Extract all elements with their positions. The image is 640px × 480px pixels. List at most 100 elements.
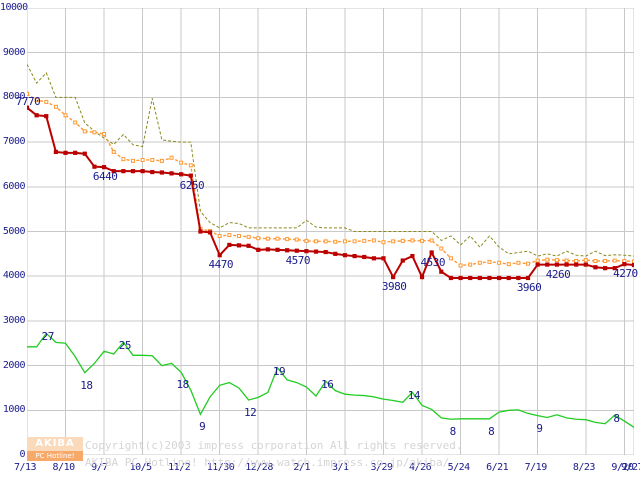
annotation-stores-8-44: 8 [449, 425, 457, 439]
marker-lowest-price [111, 169, 116, 174]
y-tick-1000: 1000 [2, 404, 26, 416]
marker-average-price [44, 99, 49, 104]
annotation-price-4530-42: 4530 [420, 255, 445, 269]
x-tick-8-10: 8/10 [52, 462, 76, 473]
annotation-stores-9-18: 9 [199, 420, 206, 434]
marker-average-price [468, 262, 473, 267]
marker-lowest-price [150, 169, 155, 175]
marker-average-price [323, 239, 328, 244]
marker-average-price [294, 237, 299, 242]
marker-lowest-price [246, 243, 251, 248]
marker-average-price [265, 236, 270, 241]
annotation-stores-14-40: 14 [407, 389, 421, 403]
marker-lowest-price [27, 105, 30, 110]
marker-average-price [612, 258, 617, 263]
marker-lowest-price [468, 275, 473, 281]
series-lowest-price [27, 106, 634, 280]
marker-average-price [121, 157, 126, 162]
marker-average-price [420, 238, 425, 243]
marker-average-price [227, 233, 232, 238]
marker-lowest-price [92, 164, 97, 169]
annotation-stores-16-31: 16 [321, 378, 334, 392]
marker-average-price [179, 160, 184, 165]
marker-average-price [352, 239, 357, 244]
y-tick-4000: 4000 [2, 270, 26, 282]
grid-lines [27, 8, 634, 455]
annotation-stores-27-2: 27 [41, 330, 55, 344]
marker-average-price [27, 91, 29, 96]
marker-average-price [102, 132, 107, 137]
annotation-price-6250-17: 6250 [179, 178, 205, 192]
marker-lowest-price [304, 249, 309, 254]
marker-lowest-price [371, 256, 376, 261]
marker-lowest-price [631, 262, 634, 268]
marker-lowest-price [593, 265, 598, 270]
annotation-price-3960-52: 3960 [516, 280, 542, 294]
marker-average-price [169, 155, 174, 160]
marker-average-price [593, 259, 598, 264]
marker-lowest-price [44, 114, 49, 119]
marker-lowest-price [525, 275, 531, 281]
marker-lowest-price [159, 170, 164, 175]
marker-average-price [111, 149, 116, 154]
marker-average-price [285, 237, 290, 242]
marker-average-price [477, 260, 482, 265]
marker-average-price [554, 258, 559, 263]
marker-average-price [400, 238, 405, 243]
x-tick-5-24: 5/24 [447, 462, 471, 473]
marker-average-price [487, 259, 492, 264]
annotation-stores-19-26: 19 [272, 364, 286, 378]
x-tick-2-1: 2/1 [293, 462, 310, 473]
marker-lowest-price [198, 229, 203, 234]
marker-lowest-price [448, 275, 454, 281]
marker-average-price [458, 263, 463, 268]
annotation-price-4570-28: 4570 [285, 253, 311, 267]
marker-average-price [439, 246, 444, 251]
marker-lowest-price [323, 249, 328, 255]
marker-lowest-price [121, 169, 126, 174]
marker-average-price [130, 158, 135, 163]
x-tick-3-29: 3/29 [370, 462, 393, 473]
marker-average-price [53, 104, 58, 109]
marker-lowest-price [333, 251, 338, 256]
x-tick-7-13: 7/13 [14, 462, 37, 473]
marker-average-price [275, 236, 280, 241]
marker-lowest-price [275, 247, 280, 252]
marker-lowest-price [217, 253, 222, 258]
x-tick-7-19: 7/19 [524, 462, 548, 473]
annotation-stores-9-53: 9 [536, 421, 543, 435]
annotation-stores-8-48: 8 [488, 424, 495, 438]
marker-lowest-price [497, 275, 502, 281]
y-tick-9000: 9000 [2, 46, 26, 58]
y-tick-8000: 8000 [2, 91, 26, 103]
marker-average-price [448, 256, 453, 261]
annotation-stores-18-6: 18 [80, 378, 93, 392]
marker-average-price [526, 261, 531, 266]
marker-average-price [391, 239, 396, 244]
marker-lowest-price [313, 249, 319, 254]
marker-lowest-price [602, 266, 608, 271]
marker-average-price [63, 113, 68, 118]
x-tick-11-2: 11/2 [168, 462, 191, 473]
y-tick-0: 0 [19, 449, 25, 460]
marker-lowest-price [63, 150, 68, 155]
marker-average-price [73, 120, 78, 125]
x-tick-9-20: 9/20 [611, 462, 634, 473]
marker-lowest-price [207, 230, 213, 235]
annotation-price-4470-20: 4470 [208, 258, 233, 272]
marker-average-price [304, 238, 309, 243]
marker-lowest-price [554, 262, 560, 267]
marker-lowest-price [169, 171, 174, 176]
marker-lowest-price [294, 248, 299, 253]
marker-lowest-price [410, 253, 415, 259]
marker-lowest-price [53, 149, 59, 155]
marker-average-price [217, 233, 222, 238]
series-lines [27, 64, 634, 428]
annotation-stores-25-10: 25 [118, 339, 132, 353]
marker-lowest-price [73, 150, 78, 155]
marker-lowest-price [535, 262, 540, 267]
annotation-price-3980-38: 3980 [381, 280, 407, 294]
marker-average-price [381, 240, 386, 245]
x-tick-9-7: 9/7 [91, 462, 108, 473]
